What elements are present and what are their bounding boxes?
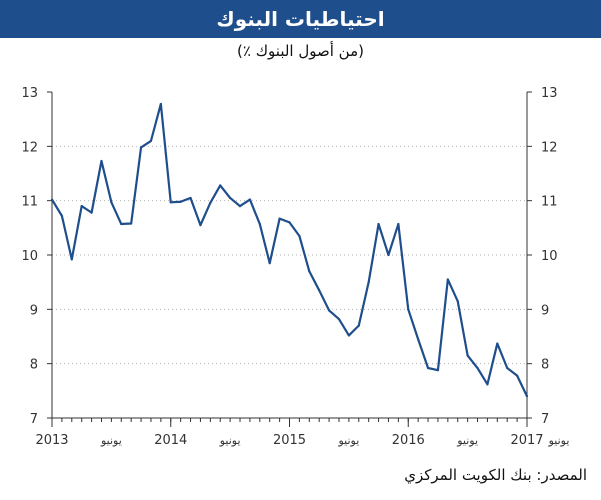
data-point xyxy=(377,222,380,226)
x-month-label: يونيو xyxy=(456,434,478,447)
data-point xyxy=(130,222,133,225)
x-month-label: يونيو xyxy=(337,434,359,447)
y-tick-label-left: 13 xyxy=(21,86,38,101)
data-point xyxy=(268,262,271,265)
data-point xyxy=(407,308,410,311)
data-point xyxy=(308,270,311,273)
data-point xyxy=(387,253,390,257)
data-point xyxy=(229,196,232,200)
data-point xyxy=(50,198,54,201)
data-point xyxy=(446,278,449,281)
data-point xyxy=(426,366,430,370)
data-point xyxy=(189,196,192,200)
x-tick-label: 2015 xyxy=(273,433,306,448)
source-value: بنك الكويت المركزي xyxy=(404,466,532,484)
data-point xyxy=(486,383,489,386)
title-bar xyxy=(0,0,601,38)
y-tick-label-left: 12 xyxy=(21,140,38,155)
data-point xyxy=(100,159,103,163)
y-tick-label-right: 10 xyxy=(541,249,558,264)
data-point xyxy=(169,201,172,204)
data-point xyxy=(476,366,479,370)
data-point xyxy=(456,300,459,303)
x-tick-label: 2016 xyxy=(392,433,425,448)
data-point xyxy=(60,214,63,217)
y-tick-label-left: 10 xyxy=(21,249,38,264)
data-point xyxy=(278,217,281,220)
data-point xyxy=(466,354,469,357)
data-point xyxy=(288,221,291,224)
data-point xyxy=(179,200,182,203)
data-point xyxy=(90,211,93,214)
x-month-label: يونيو xyxy=(548,434,570,447)
source-note: المصدر: بنك الكويت المركزي xyxy=(404,466,587,484)
data-point xyxy=(209,201,212,204)
data-point xyxy=(238,205,242,208)
x-tick-label: 2013 xyxy=(35,433,68,448)
data-point xyxy=(367,281,370,284)
data-point xyxy=(347,334,350,337)
data-point xyxy=(496,342,499,345)
data-point xyxy=(506,366,509,370)
data-point xyxy=(525,395,529,398)
y-tick-label-right: 12 xyxy=(541,140,558,155)
y-tick-label-left: 9 xyxy=(30,303,38,318)
data-point xyxy=(337,318,341,321)
source-label: المصدر: xyxy=(536,466,587,484)
chart-subtitle: (٪ من أصول البنوك) xyxy=(237,42,364,60)
data-point xyxy=(516,374,519,377)
x-month-label: يونيو xyxy=(100,434,122,447)
data-point xyxy=(159,102,162,106)
series-line xyxy=(51,102,528,397)
data-point xyxy=(298,234,301,238)
data-point xyxy=(357,324,360,327)
data-point xyxy=(318,289,321,292)
data-point xyxy=(120,222,123,226)
y-tick-label-right: 8 xyxy=(541,358,549,373)
x-tick-label: 2017 xyxy=(510,433,543,448)
data-point xyxy=(436,369,440,372)
data-point xyxy=(219,184,222,187)
data-point xyxy=(199,224,202,227)
data-point xyxy=(417,338,420,341)
chart-title: احتياطيات البنوك xyxy=(216,7,385,31)
data-point xyxy=(110,201,113,204)
y-tick-label-right: 9 xyxy=(541,303,549,318)
x-tick-label: 2014 xyxy=(154,433,187,448)
y-tick-label-left: 11 xyxy=(21,195,38,210)
data-point xyxy=(70,258,73,261)
data-point xyxy=(80,205,83,208)
data-point xyxy=(248,198,252,201)
x-month-label: يونيو xyxy=(219,434,241,447)
y-tick-label-right: 7 xyxy=(541,412,549,427)
y-tick-label-right: 13 xyxy=(541,86,558,101)
y-tick-label-left: 8 xyxy=(30,358,38,373)
y-tick-label-right: 11 xyxy=(541,195,558,210)
data-point xyxy=(149,139,153,142)
y-tick-label-left: 7 xyxy=(30,412,38,427)
data-point xyxy=(258,222,261,226)
data-point xyxy=(327,309,331,312)
data-point xyxy=(397,222,400,226)
data-point xyxy=(139,146,143,149)
line-chart: 7 7 8 8 9 9 10 10 11 11 12 12 13 13 2013 2014 2015 2016 20… xyxy=(21,86,570,448)
